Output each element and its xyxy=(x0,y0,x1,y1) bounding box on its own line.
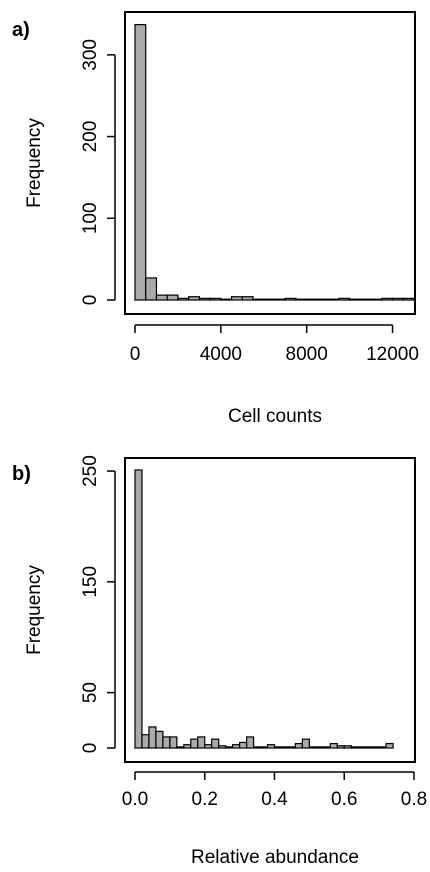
panel-b-bar-12 xyxy=(218,745,227,749)
panel-b-bar-27 xyxy=(322,746,331,749)
panel-a-bar-9 xyxy=(230,296,243,301)
panel-a-plot-frame xyxy=(124,11,416,315)
panel-b-x-axis-title: Relative abundance xyxy=(191,847,359,868)
panel-b-x-tick-label: 0.0 xyxy=(122,789,148,810)
panel-b-y-tick-label: 0 xyxy=(80,743,101,754)
panel-b-bar-24 xyxy=(301,738,310,749)
panel-a-x-axis: 0 4000 8000 12000 xyxy=(130,324,419,365)
panel-b-x-tick-label: 0.2 xyxy=(192,789,218,810)
panel-b-y-tick-label: 50 xyxy=(80,682,101,703)
panel-b-bar-20 xyxy=(273,746,283,749)
panel-b-bar-15 xyxy=(239,741,248,749)
panel-b-bar-17 xyxy=(252,746,262,749)
panel-b-bar-31 xyxy=(350,746,359,749)
panel-a-x-tick-label: 12000 xyxy=(366,344,419,365)
panel-a-bar-14 xyxy=(284,297,297,301)
panel-b-bar-21 xyxy=(280,746,290,749)
panel-a-bar-18 xyxy=(327,298,340,301)
panel-a-y-tick-label: 0 xyxy=(80,295,101,306)
panel-b-x-tick-label: 0.8 xyxy=(401,789,427,810)
panel-b-bar-30 xyxy=(343,745,352,749)
panel-b-y-axis-title: Frequency xyxy=(24,565,45,655)
panel-a-bar-12 xyxy=(263,298,276,301)
panel-a-bar-13 xyxy=(273,298,286,301)
panel-a-bar-17 xyxy=(316,298,329,301)
panel-a-bar-16 xyxy=(306,298,319,301)
panel-a-y-axis: 0 100 200 300 xyxy=(80,39,116,306)
panel-a-bar-21 xyxy=(359,298,372,301)
panel-b-histogram: b) 0.0 0.2 0.4 0.6 0.8 0 50 150 250 Relative ab… xyxy=(12,455,427,868)
panel-a-bar-5 xyxy=(188,296,200,301)
panel-a-x-tick-label: 8000 xyxy=(286,344,328,365)
panel-a-bar-10 xyxy=(241,296,254,301)
panel-a-bar-6 xyxy=(198,297,211,301)
panel-b-y-tick-label: 150 xyxy=(80,566,101,598)
panel-a-x-tick-label: 4000 xyxy=(200,344,242,365)
panel-b-x-tick-label: 0.6 xyxy=(331,789,357,810)
panel-b-bar-10 xyxy=(204,744,213,749)
panel-b-bar-29 xyxy=(336,745,345,749)
panel-b-bar-13 xyxy=(225,746,234,749)
panel-b-bar-6 xyxy=(176,746,185,749)
panel-a-bar-23 xyxy=(381,297,394,301)
panel-b-bars xyxy=(134,469,394,749)
panel-b-label: b) xyxy=(12,463,31,485)
panel-b-bar-2 xyxy=(148,726,157,749)
panel-a-y-tick-label: 300 xyxy=(80,39,101,71)
panel-a-bar-1 xyxy=(145,277,158,301)
panel-b-bar-9 xyxy=(197,736,206,749)
panel-a-bar-22 xyxy=(370,298,383,301)
panel-a-bar-25 xyxy=(402,297,415,301)
panel-a-x-tick-label: 0 xyxy=(130,344,141,365)
panel-b-bar-22 xyxy=(287,746,297,749)
panel-b-bar-14 xyxy=(232,744,241,749)
panel-b-bar-34 xyxy=(371,746,380,749)
panel-b-bar-28 xyxy=(329,742,338,749)
panel-a-bars xyxy=(134,24,415,301)
panel-b-bar-8 xyxy=(190,738,199,749)
panel-b-bar-18 xyxy=(259,746,269,749)
panel-a-bar-20 xyxy=(349,298,361,301)
panel-a-bar-3 xyxy=(166,294,179,301)
panel-a-bar-2 xyxy=(155,294,168,301)
panel-a-y-tick-label: 200 xyxy=(80,121,101,153)
panel-a-bar-24 xyxy=(391,297,404,301)
panel-a-bar-19 xyxy=(338,297,351,301)
panel-a-bar-15 xyxy=(295,298,308,301)
panel-b-bar-32 xyxy=(357,746,366,749)
panel-a-bar-0 xyxy=(134,24,147,301)
panel-a-y-tick-label: 100 xyxy=(80,202,101,234)
panel-a-x-axis-title: Cell counts xyxy=(228,406,322,427)
panel-b-bar-19 xyxy=(266,744,276,749)
panel-b-y-tick-label: 250 xyxy=(80,455,101,487)
panel-a-y-axis-title: Frequency xyxy=(24,118,45,208)
panel-b-bar-7 xyxy=(183,744,192,749)
panel-a-label: a) xyxy=(12,19,30,41)
panel-b-x-axis: 0.0 0.2 0.4 0.6 0.8 xyxy=(122,771,427,810)
panel-b-bar-16 xyxy=(246,736,255,749)
panel-b-bar-23 xyxy=(294,742,304,749)
panel-b-x-tick-label: 0.4 xyxy=(261,789,288,810)
panel-b-bar-35 xyxy=(378,746,387,749)
panel-b-bar-25 xyxy=(308,746,317,749)
panel-b-bar-3 xyxy=(155,730,164,749)
panel-a-bar-11 xyxy=(252,298,265,301)
panel-a-bar-7 xyxy=(209,297,222,301)
panel-a-bar-8 xyxy=(220,298,233,301)
panel-b-bar-0 xyxy=(134,469,143,749)
panel-b-bar-4 xyxy=(162,736,171,749)
panel-b-bar-1 xyxy=(141,734,150,749)
panel-a-bar-4 xyxy=(177,297,190,301)
panel-b-bar-26 xyxy=(315,746,324,749)
panel-b-plot-frame xyxy=(124,457,416,763)
panel-b-bar-5 xyxy=(169,736,178,749)
panel-b-bar-33 xyxy=(364,746,373,749)
panel-b-bar-36 xyxy=(385,742,394,749)
panel-b-bar-11 xyxy=(211,738,220,749)
panel-a-histogram: a) 0 4000 8000 12000 0 100 200 300 Cell counts… xyxy=(12,11,419,427)
panel-b-y-axis: 0 50 150 250 xyxy=(80,455,116,754)
